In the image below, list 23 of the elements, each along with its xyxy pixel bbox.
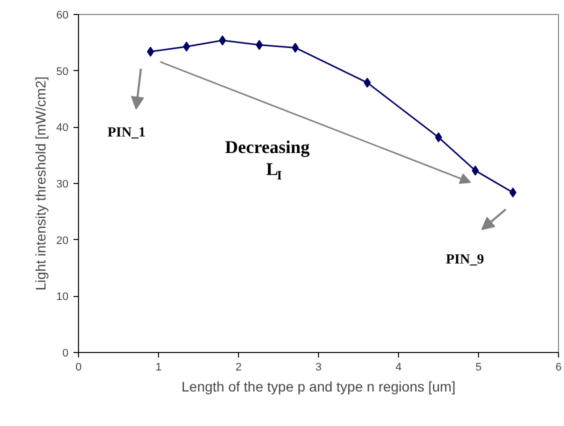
x-tick-label: 1 <box>155 362 162 374</box>
y-tick-label: 60 <box>56 10 69 22</box>
y-tick-label: 40 <box>56 122 69 134</box>
y-axis-title: Light intensity threshold [mW/cm2] <box>32 76 48 290</box>
point <box>509 188 516 198</box>
point <box>256 40 263 50</box>
x-axis-title: Length of the type p and type n regions [um] <box>182 378 456 394</box>
y-tick-label: 10 <box>56 291 69 304</box>
x-tick-label: 3 <box>315 362 322 374</box>
y-tick-label: 20 <box>56 234 69 247</box>
x-tick-label: 4 <box>395 362 402 374</box>
x-tick-label: 2 <box>235 362 242 374</box>
x-tick-label: 6 <box>555 362 562 374</box>
x-tick-label: 0 <box>75 362 82 374</box>
y-tick-label: 0 <box>62 348 69 360</box>
annotation: PIN_9 <box>446 252 484 268</box>
point <box>364 78 371 88</box>
annotation: PIN_1 <box>107 125 146 140</box>
point <box>292 42 299 53</box>
y-tick-label: 30 <box>56 178 69 190</box>
y-tick-label: 50 <box>56 66 69 78</box>
x-tick-label: 5 <box>475 362 482 374</box>
point <box>472 166 479 176</box>
